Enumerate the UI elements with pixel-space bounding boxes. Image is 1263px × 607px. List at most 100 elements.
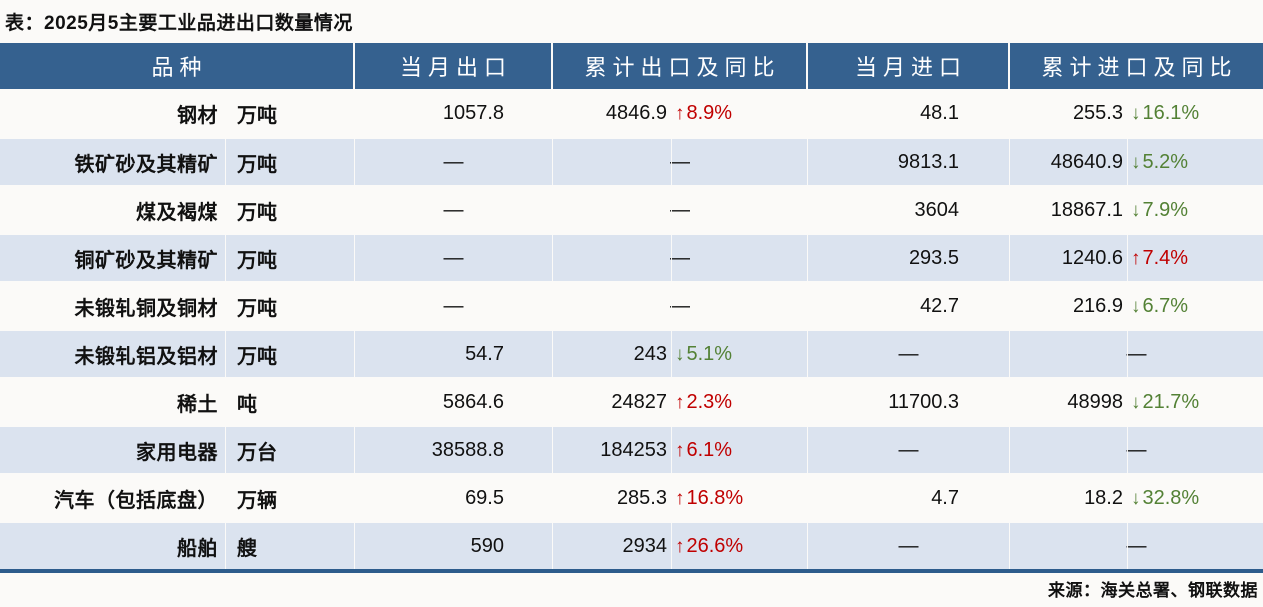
unit-cell: 万吨 [226, 187, 355, 233]
unit-cell: 万吨 [226, 139, 355, 185]
cum-import-cell: — [1010, 427, 1263, 473]
table-header-row: 品种 当月出口 累计出口及同比 当月进口 累计进口及同比 [0, 43, 1263, 89]
down-arrow-icon: ↓ [1131, 102, 1141, 124]
month-import-cell-empty: — [808, 523, 1010, 569]
yoy-percent: 21.7% [1142, 390, 1200, 413]
unit-cell: 万吨 [226, 89, 355, 137]
up-arrow-icon: ↑ [675, 487, 685, 509]
yoy-change: ↓ 7.9% [1128, 199, 1263, 222]
cum-import-cell: — [1010, 523, 1263, 569]
month-export-cell: 54.7 [355, 331, 553, 377]
yoy-percent: 5.1% [686, 342, 733, 365]
yoy-change: ↓ 5.1% [672, 343, 807, 366]
unit-cell: 万吨 [226, 283, 355, 329]
cum-export-cell: 24827 ↑ 2.3% [553, 379, 808, 425]
unit-cell: 万台 [226, 427, 355, 473]
table-row: 煤及褐煤 万吨 — — 3604 18867.1 ↓ 7.9% [0, 185, 1263, 233]
col-header-month-export: 当月出口 [355, 43, 553, 89]
product-name-cell: 未锻轧铝及铝材 [0, 331, 226, 377]
cumulative-value: 2934 [622, 534, 668, 557]
cumulative-value: 255.3 [1072, 101, 1123, 124]
yoy-percent: 26.6% [686, 534, 744, 557]
cumulative-value: 285.3 [616, 486, 667, 509]
unit-cell: 万辆 [226, 475, 355, 521]
month-export-cell-empty: — [355, 235, 553, 281]
table-row: 稀土 吨 5864.6 24827 ↑ 2.3% 11700.3 48998 ↓ 21.… [0, 377, 1263, 425]
cum-export-cell: — [553, 283, 808, 329]
yoy-percent: 16.1% [1142, 101, 1200, 124]
cumulative-value: 184253 [600, 438, 667, 461]
yoy-change: ↓ 5.2% [1128, 151, 1263, 174]
unit-cell: 艘 [226, 523, 355, 569]
empty-dash: — [670, 294, 690, 317]
cum-export-cell: 243 ↓ 5.1% [553, 331, 808, 377]
table-row: 汽车（包括底盘） 万辆 69.5 285.3 ↑ 16.8% 4.7 18.2 ↓ 32… [0, 473, 1263, 521]
table-row: 家用电器 万台 38588.8 184253 ↑ 6.1% — — [0, 425, 1263, 473]
up-arrow-icon: ↑ [1131, 247, 1141, 269]
col-header-month-import: 当月进口 [808, 43, 1010, 89]
cum-export-cell: 2934 ↑ 26.6% [553, 523, 808, 569]
cum-import-cell: 18867.1 ↓ 7.9% [1010, 187, 1263, 233]
month-export-cell-empty: — [355, 187, 553, 233]
product-name-cell: 煤及褐煤 [0, 187, 226, 233]
up-arrow-icon: ↑ [675, 439, 685, 461]
month-export-cell: 590 [355, 523, 553, 569]
down-arrow-icon: ↓ [1131, 199, 1141, 221]
col-header-variety: 品种 [0, 43, 355, 89]
yoy-change: ↓ 32.8% [1128, 487, 1263, 510]
yoy-percent: 6.1% [686, 438, 733, 461]
yoy-change: ↑ 6.1% [672, 439, 807, 462]
month-export-cell-empty: — [355, 283, 553, 329]
product-name-cell: 稀土 [0, 379, 226, 425]
product-name-cell: 铁矿砂及其精矿 [0, 139, 226, 185]
unit-cell: 万吨 [226, 235, 355, 281]
table-row: 铜矿砂及其精矿 万吨 — — 293.5 1240.6 ↑ 7.4% [0, 233, 1263, 281]
month-import-cell: 293.5 [808, 235, 1010, 281]
cum-import-cell: 48640.9 ↓ 5.2% [1010, 139, 1263, 185]
cum-import-cell: 255.3 ↓ 16.1% [1010, 89, 1263, 137]
table-row: 未锻轧铜及铜材 万吨 — — 42.7 216.9 ↓ 6.7% [0, 281, 1263, 329]
yoy-change: ↑ 2.3% [672, 391, 807, 414]
cum-export-cell: — [553, 187, 808, 233]
month-import-cell: 9813.1 [808, 139, 1010, 185]
month-export-cell: 1057.8 [355, 89, 553, 137]
table-row: 铁矿砂及其精矿 万吨 — — 9813.1 48640.9 ↓ 5.2% [0, 137, 1263, 185]
up-arrow-icon: ↑ [675, 391, 685, 413]
yoy-change: ↓ 6.7% [1128, 295, 1263, 318]
col-header-cum-import: 累计进口及同比 [1041, 55, 1238, 80]
yoy-percent: 6.7% [1142, 294, 1189, 317]
up-arrow-icon: ↑ [675, 102, 685, 124]
unit-cell: 万吨 [226, 331, 355, 377]
cumulative-value: 1240.6 [1061, 246, 1123, 269]
yoy-change: ↑ 7.4% [1128, 247, 1263, 270]
cumulative-value: 4846.9 [605, 101, 667, 124]
month-import-cell-empty: — [808, 331, 1010, 377]
product-name-cell: 铜矿砂及其精矿 [0, 235, 226, 281]
table-row: 船舶 艘 590 2934 ↑ 26.6% — — [0, 521, 1263, 569]
month-export-cell: 38588.8 [355, 427, 553, 473]
down-arrow-icon: ↓ [1131, 151, 1141, 173]
cum-import-cell: 18.2 ↓ 32.8% [1010, 475, 1263, 521]
month-export-cell: 69.5 [355, 475, 553, 521]
cumulative-value: 216.9 [1072, 294, 1123, 317]
month-export-cell-empty: — [355, 139, 553, 185]
yoy-percent: 8.9% [686, 101, 733, 124]
cum-export-cell: — [553, 235, 808, 281]
table-body: 钢材 万吨 1057.8 4846.9 ↑ 8.9% 48.1 255.3 ↓ 16.1… [0, 89, 1263, 569]
product-name-cell: 钢材 [0, 89, 226, 137]
cum-import-cell: — [1010, 331, 1263, 377]
page-title: 表：2025月5主要工业品进出口数量情况 [5, 13, 353, 34]
up-arrow-icon: ↑ [675, 535, 685, 557]
month-import-cell: 11700.3 [808, 379, 1010, 425]
yoy-change: ↓ 21.7% [1128, 391, 1263, 414]
yoy-percent: 16.8% [686, 486, 744, 509]
yoy-percent: 32.8% [1142, 486, 1200, 509]
cum-import-cell: 48998 ↓ 21.7% [1010, 379, 1263, 425]
empty-dash: — [670, 246, 690, 269]
empty-dash: — [1126, 342, 1147, 365]
empty-dash: — [670, 150, 690, 173]
month-export-cell: 5864.6 [355, 379, 553, 425]
cumulative-value: 48640.9 [1050, 150, 1123, 173]
month-import-cell: 42.7 [808, 283, 1010, 329]
